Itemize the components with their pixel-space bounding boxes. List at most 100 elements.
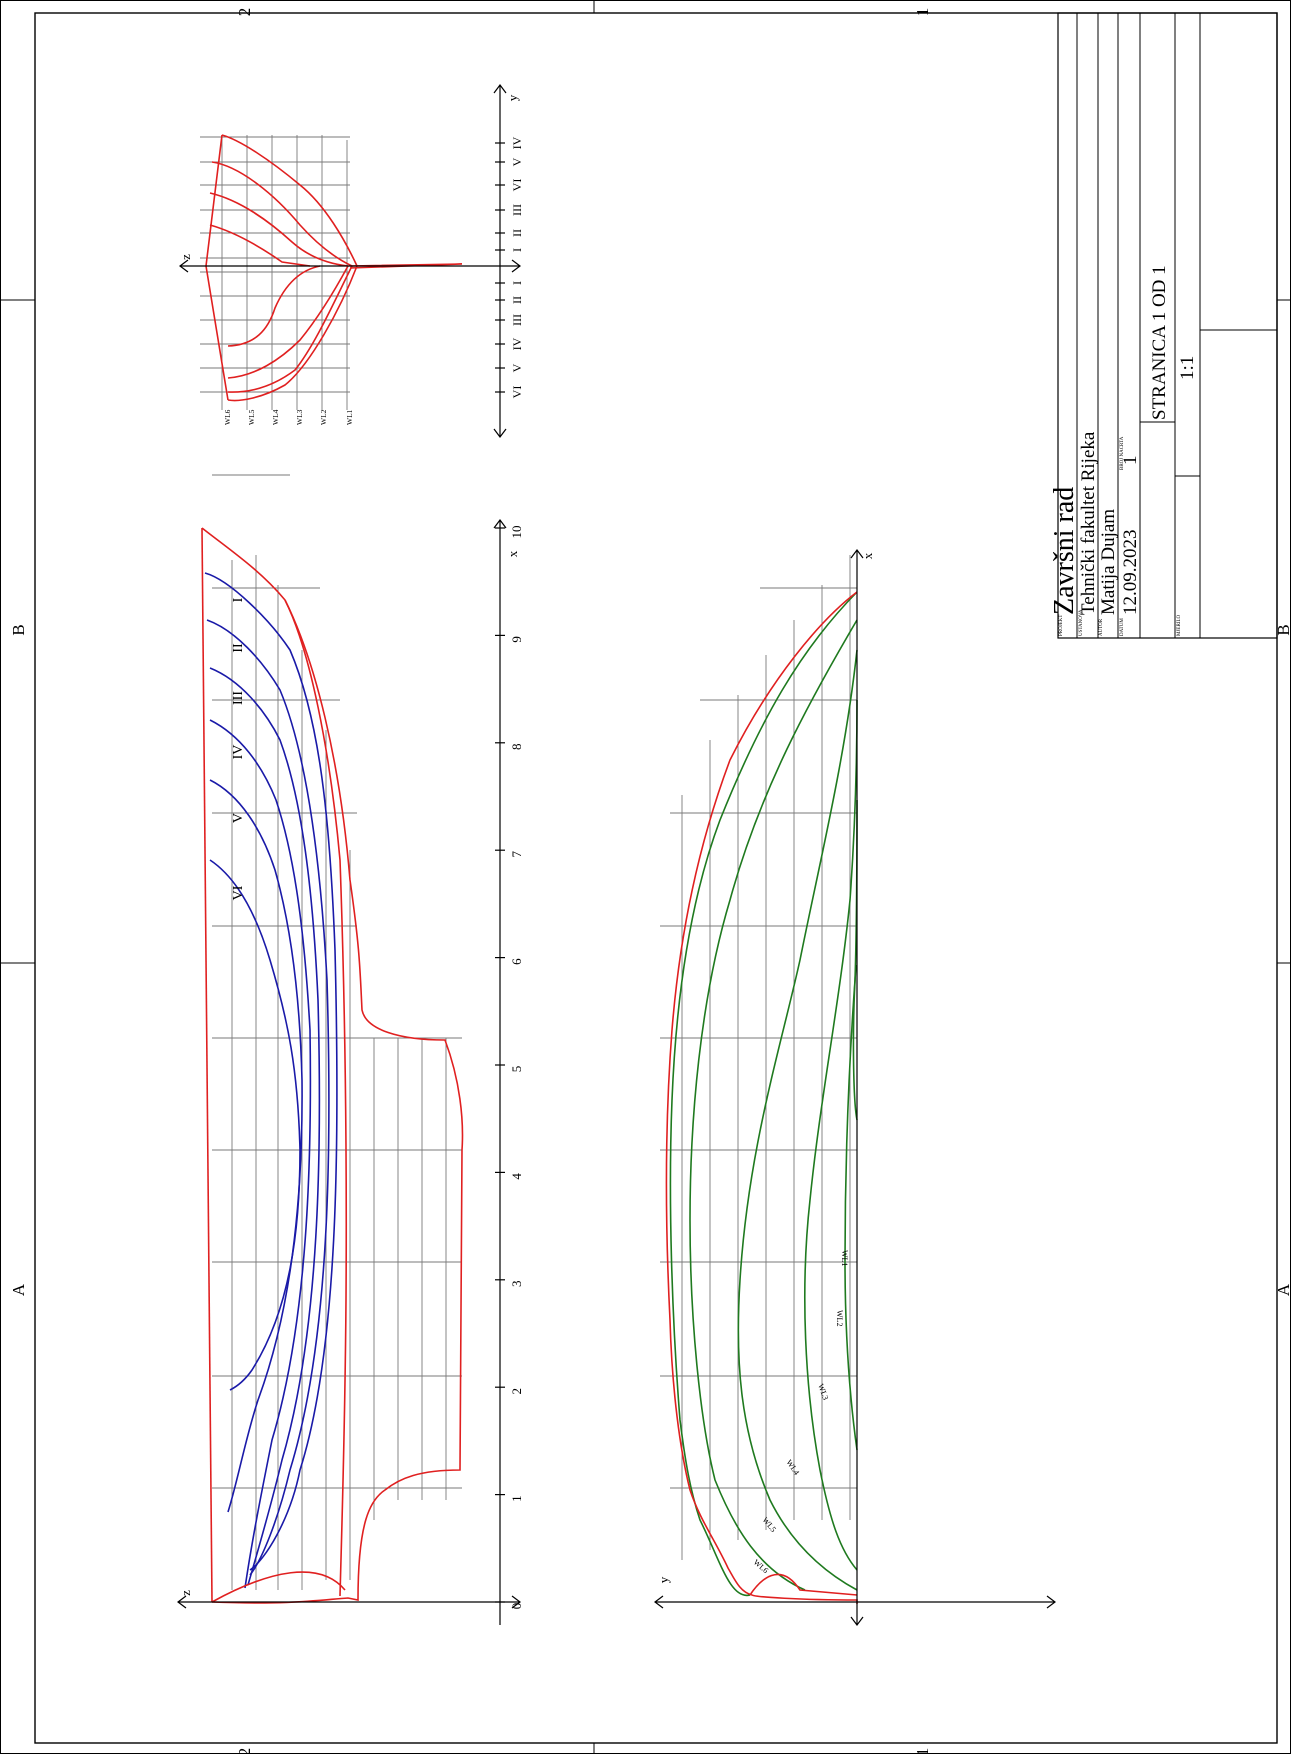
waterline-wl6	[669, 591, 858, 1597]
title-block-frame	[1057, 12, 1278, 639]
sheer-x-tick-label: 6	[509, 958, 524, 965]
body-plan-tick-labels: VI V IV III II I I II III VI V IV	[510, 136, 524, 398]
body-plan-station-8	[211, 161, 353, 267]
buttock-label: VI	[231, 885, 246, 900]
project-title: Završni rad	[1049, 487, 1080, 615]
half-breadth-wl-label: WL3	[816, 1383, 830, 1402]
zone-label-right-b: B	[1274, 624, 1291, 635]
buttock-iii	[209, 667, 321, 1586]
body-plan-outline-fore	[221, 134, 358, 267]
zone-label-bottom-2: 2	[235, 1748, 254, 1754]
half-breadth-axis-y-label: y	[656, 1576, 671, 1583]
buttock-label: I	[231, 597, 246, 602]
sheer-x-tick-label: 3	[509, 1281, 524, 1288]
buttock-iv	[209, 719, 312, 1589]
half-breadth-wl-label: WL2	[835, 1310, 844, 1326]
body-plan-tick-label: V	[510, 363, 524, 372]
body-plan-wl-label: WL2	[319, 409, 328, 425]
drawing-date: 12.09.2023	[1120, 530, 1141, 616]
body-plan-tick-label: IV	[510, 136, 524, 149]
body-plan-wl-labels: WL6 WL5 WL4 WL3 WL2 WL1	[223, 409, 354, 425]
body-plan-tick-label: VI	[510, 179, 524, 192]
sheer-plan-buttocks	[204, 572, 338, 1589]
buttock-label: IV	[231, 745, 246, 760]
body-plan-wl-label: WL3	[295, 409, 304, 425]
field-label-project: PROJEKT	[1059, 615, 1064, 636]
field-label-date: DATUM	[1120, 618, 1125, 636]
zone-label-top-1: 1	[913, 8, 932, 17]
body-plan-tick-label: II	[510, 229, 524, 237]
sheer-x-tick-label: 1	[509, 1495, 524, 1502]
sheer-chine	[211, 1571, 346, 1603]
institution-name: Tehnički fakultet Rijeka	[1078, 431, 1099, 615]
buttock-v	[209, 779, 303, 1513]
buttock-label: III	[231, 691, 246, 705]
body-plan: WL6 WL5 WL4 WL3 WL2 WL1 z y VI V IV III …	[178, 84, 524, 438]
body-plan-deck-line	[205, 134, 229, 401]
half-breadth-wl-label: WL1	[840, 1250, 849, 1266]
half-breadth-axis-x-label: x	[860, 552, 875, 559]
sheer-x-tick-label: 5	[509, 1066, 524, 1073]
sheer-stem	[201, 527, 286, 601]
waterline-wl5	[689, 619, 858, 1591]
sheer-plan-hull	[201, 527, 464, 1604]
sheer-plan-axis-z-label: z	[178, 1590, 193, 1596]
body-plan-outline-aft	[227, 265, 358, 402]
title-block: PROJEKT USTANOVA AUTOR DATUM BROJ NACRTA…	[1049, 12, 1278, 639]
sheer-x-tick-label: 10	[509, 526, 524, 539]
drawing-frame	[34, 12, 1278, 1744]
body-plan-axis-z-label: z	[178, 254, 193, 260]
waterline-wl2	[844, 799, 858, 1451]
page-indicator: STRANICA 1 OD 1	[1149, 265, 1170, 420]
body-plan-axes	[179, 84, 521, 438]
sheer-inner-keel	[284, 599, 348, 1597]
half-breadth-wl-label: WL6	[752, 1558, 770, 1575]
body-plan-tick-label: V	[510, 157, 524, 166]
sheer-plan-buttock-labels: I II III IV V VI	[231, 597, 246, 900]
body-plan-axis-y-label: y	[505, 94, 520, 101]
half-breadth-wl-label: WL5	[760, 1516, 777, 1534]
sheer-x-tick-label: 9	[509, 636, 524, 643]
half-breadth-outline	[665, 591, 858, 1604]
sheer-x-tick-label: 8	[509, 744, 524, 751]
body-plan-keel	[349, 263, 463, 269]
zone-labels: A B A B 2 1 2 1	[9, 8, 1291, 1754]
sheer-x-tick-label: 2	[509, 1388, 524, 1395]
sheer-keel-profile	[211, 599, 464, 1604]
buttock-ii	[206, 619, 330, 1576]
sheer-x-tick-label: 0	[509, 1603, 524, 1610]
zone-label-left-a: A	[9, 1283, 28, 1296]
sheer-plan: I II III IV V VI 0 1 2 3 4 5 6 7 8 9 10 z x	[177, 474, 524, 1625]
sheer-x-tick-label: 4	[509, 1173, 524, 1180]
field-label-scale: MJERILO	[1177, 615, 1182, 637]
body-plan-wl-label: WL6	[223, 409, 232, 425]
title-block-rules	[1076, 13, 1277, 638]
half-breadth-waterlines	[669, 591, 858, 1597]
buttock-i	[204, 572, 338, 1571]
zone-label-top-2: 2	[235, 8, 254, 17]
sheer-deck-line	[201, 527, 213, 1603]
body-plan-tick-label: VI	[510, 386, 524, 399]
buttock-label: II	[231, 643, 246, 653]
body-plan-station-10	[209, 224, 311, 267]
half-breadth-axes	[654, 549, 1056, 1626]
body-plan-wl-label: WL4	[271, 409, 280, 425]
title-block-field-labels: PROJEKT USTANOVA AUTOR DATUM BROJ NACRTA…	[1059, 436, 1182, 636]
body-plan-wl-label: WL5	[247, 409, 256, 425]
drawing-scale: 1:1	[1177, 356, 1198, 380]
buttock-vi	[209, 859, 301, 1391]
sheer-x-tick-label: 7	[509, 850, 524, 857]
half-breadth-wl-label: WL4	[784, 1458, 801, 1477]
field-label-drawing-no: BROJ NACRTA	[1120, 436, 1125, 470]
field-label-institution: USTANOVA	[1079, 609, 1084, 636]
body-plan-tick-label: I	[510, 248, 524, 252]
sheer-plan-ticks	[495, 527, 505, 1603]
half-breadth-transom	[749, 1573, 858, 1596]
body-plan-tick-label: I	[510, 281, 524, 285]
buttock-label: V	[231, 813, 246, 823]
body-plan-station-9	[209, 192, 349, 267]
body-plan-wl-label: WL1	[345, 409, 354, 425]
